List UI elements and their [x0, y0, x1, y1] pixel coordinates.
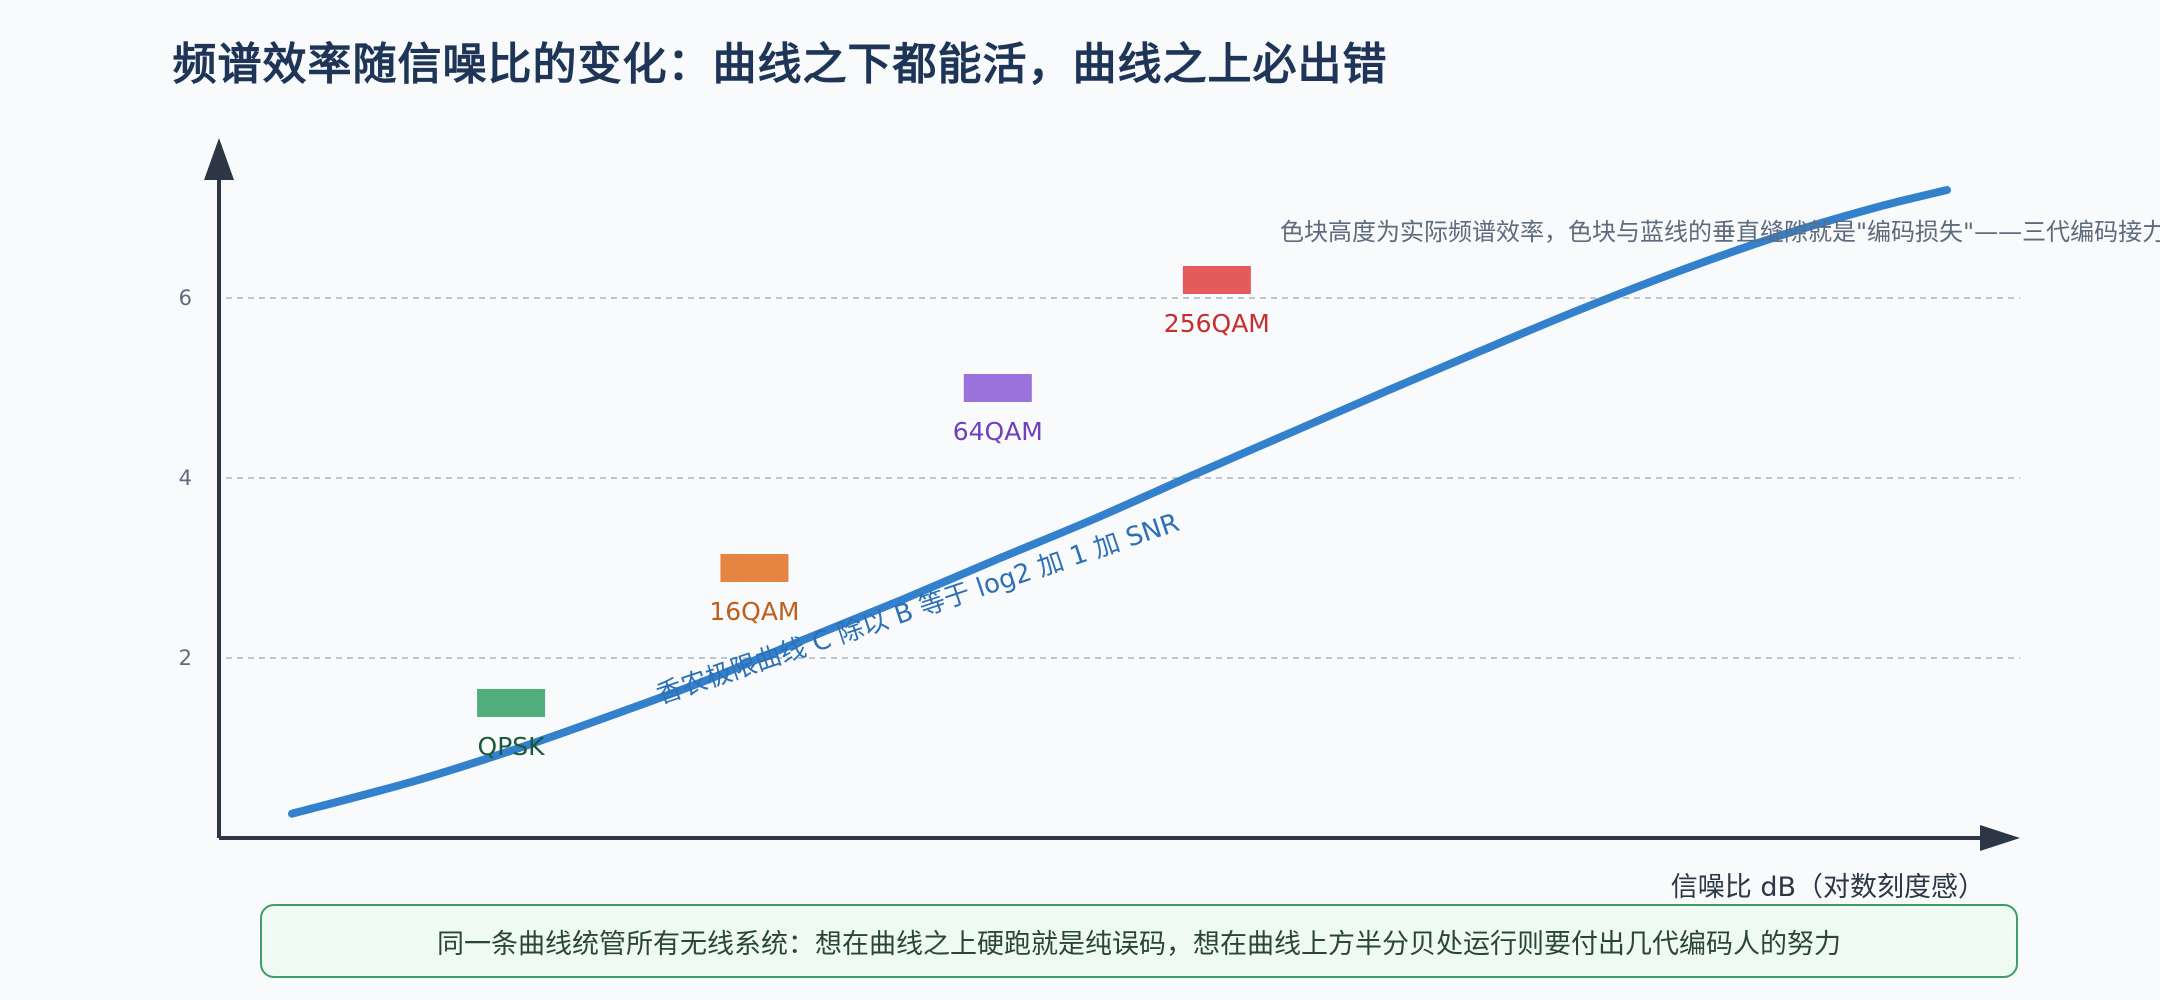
modulation-markers: QPSK 16QAM 64QAM 256QAM — [477, 266, 1270, 761]
axes — [204, 138, 2020, 851]
chart-title: 频谱效率随信噪比的变化：曲线之下都能活，曲线之上必出错 — [172, 39, 1388, 90]
y-tick-labels: 2 4 6 — [179, 286, 192, 670]
gap-annotation: 色块高度为实际频谱效率，色块与蓝线的垂直缝隙就是"编码损失"——三代编码接力 — [1280, 218, 2160, 246]
modulation-marker — [477, 689, 546, 717]
modulation-marker — [963, 374, 1032, 402]
curve-layer — [288, 186, 1951, 818]
y-tick-label: 4 — [179, 466, 192, 490]
modulation-label: 256QAM — [1164, 309, 1270, 338]
y-tick-label: 2 — [179, 646, 192, 670]
modulation-marker — [720, 554, 789, 582]
y-tick-label: 6 — [179, 286, 192, 310]
y-axis-arrow-icon — [204, 138, 234, 180]
modulation-label: 64QAM — [953, 417, 1043, 446]
x-axis-arrow-icon — [1980, 825, 2020, 851]
chart-text: 信噪比 dB（对数刻度感） 色块高度为实际频谱效率，色块与蓝线的垂直缝隙就是"编… — [653, 218, 2160, 903]
grid-lines — [226, 297, 2020, 659]
modulation-label: 16QAM — [709, 597, 799, 626]
shannon-curve-line — [288, 186, 1951, 818]
modulation-marker — [1182, 266, 1251, 294]
x-axis-label: 信噪比 dB（对数刻度感） — [1671, 872, 1985, 903]
modulation-label: QPSK — [478, 732, 546, 761]
callout-note: 同一条曲线统管所有无线系统：想在曲线之上硬跑就是纯误码，想在曲线上方半分贝处运行… — [260, 904, 2018, 978]
